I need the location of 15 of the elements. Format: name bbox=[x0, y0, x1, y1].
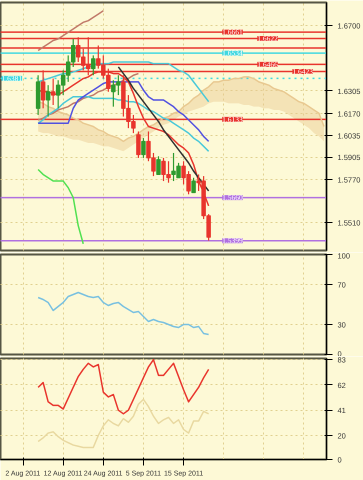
candlestick bbox=[141, 137, 146, 159]
candlestick bbox=[50, 78, 56, 106]
candlestick bbox=[46, 84, 50, 118]
line-series bbox=[37, 292, 210, 336]
line-series bbox=[37, 96, 210, 152]
candlestick bbox=[136, 130, 141, 159]
line-series bbox=[37, 72, 140, 121]
line-series bbox=[37, 168, 84, 245]
line-series bbox=[37, 398, 210, 448]
line-series bbox=[37, 358, 210, 415]
candlestick bbox=[191, 177, 196, 194]
candlestick bbox=[156, 156, 161, 176]
line-series bbox=[118, 66, 210, 192]
candlestick bbox=[91, 54, 96, 76]
line-series bbox=[37, 10, 104, 52]
